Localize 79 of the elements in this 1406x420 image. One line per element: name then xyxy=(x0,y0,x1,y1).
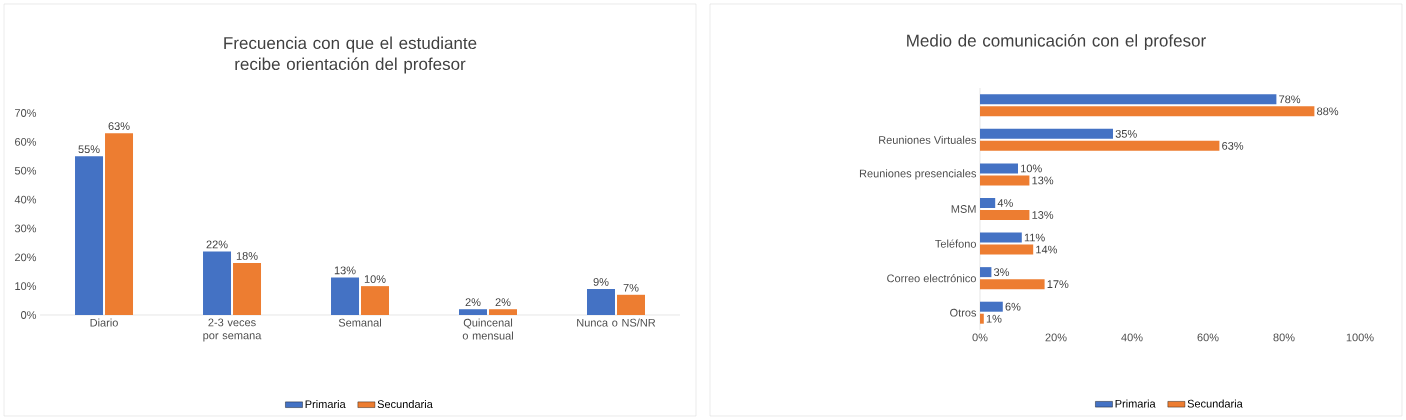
bar xyxy=(980,197,996,208)
bar xyxy=(980,94,1277,105)
y-tick-label: Reuniones Virtuales xyxy=(879,135,977,144)
y-tick-label: 10% xyxy=(15,282,37,291)
x-tick-label: 80% xyxy=(1273,333,1295,342)
data-label: 2% xyxy=(465,298,481,307)
data-label: 11% xyxy=(1024,233,1045,242)
bar xyxy=(980,279,1045,290)
data-label: 3% xyxy=(994,268,1010,277)
data-label: 22% xyxy=(206,240,228,249)
bar xyxy=(361,286,390,315)
x-tick-label: Diario xyxy=(90,318,118,327)
x-tick-label: 60% xyxy=(1197,333,1219,342)
bar xyxy=(459,309,488,315)
bar xyxy=(105,133,134,315)
x-tick-label: Quincenal o mensual xyxy=(462,318,513,340)
bar xyxy=(980,244,1034,255)
chart-title: Medio de comunicación con el profesor xyxy=(907,33,1206,51)
y-tick-label: 60% xyxy=(15,137,37,146)
data-label: 35% xyxy=(1115,129,1137,138)
data-label: 4% xyxy=(997,199,1013,207)
legend-label: Primaria xyxy=(1115,399,1156,408)
bar xyxy=(980,232,1022,243)
y-tick-label: 0% xyxy=(21,311,37,319)
data-label: 13% xyxy=(1032,211,1054,219)
bar xyxy=(980,163,1018,174)
bar xyxy=(980,209,1030,220)
x-tick-label: 20% xyxy=(1045,333,1067,342)
data-label: 10% xyxy=(1021,164,1042,173)
x-tick-label: 2-3 veces por semana xyxy=(203,318,262,342)
data-label: 14% xyxy=(1036,245,1058,254)
chart-title: Frecuencia con que el estudiante recibe orientación del profesor xyxy=(224,36,477,74)
y-tick-label: 40% xyxy=(14,195,37,204)
data-label: 88% xyxy=(1317,107,1339,116)
bar xyxy=(587,289,616,315)
bar xyxy=(980,128,1113,139)
data-label: 13% xyxy=(334,266,356,275)
bar xyxy=(980,267,992,278)
y-tick-label: MSM xyxy=(951,205,976,213)
data-label: 78% xyxy=(1279,95,1301,104)
data-label: 1% xyxy=(986,314,1002,323)
bar xyxy=(980,301,1003,312)
data-label: 2% xyxy=(495,298,511,307)
y-tick-label: Correo electrónico xyxy=(887,274,976,283)
data-label: 9% xyxy=(593,278,609,286)
y-tick-label: Reuniones presenciales xyxy=(859,169,977,180)
data-label: 55% xyxy=(78,145,100,154)
bar xyxy=(75,156,104,315)
data-label: 6% xyxy=(1005,302,1021,311)
data-label: 17% xyxy=(1047,280,1069,288)
x-tick-label: Nunca o NS/NR xyxy=(577,318,656,327)
data-label: 7% xyxy=(623,283,639,292)
bar xyxy=(980,140,1220,151)
bar xyxy=(233,263,262,315)
bar xyxy=(980,106,1315,117)
x-tick-label: 100% xyxy=(1346,333,1374,342)
x-tick-label: 40% xyxy=(1121,333,1143,342)
y-tick-label: 20% xyxy=(15,253,37,262)
y-tick-label: 50% xyxy=(14,166,37,175)
y-tick-label: 70% xyxy=(15,109,37,117)
data-label: 63% xyxy=(1222,141,1244,150)
x-tick-label: Semanal xyxy=(338,318,381,327)
bar xyxy=(331,277,360,315)
data-label: 63% xyxy=(108,122,130,130)
bar xyxy=(617,294,646,315)
data-label: 10% xyxy=(364,275,386,283)
x-tick-label: 0% xyxy=(972,333,988,342)
legend-label: Secundaria xyxy=(1187,399,1243,408)
bar xyxy=(203,251,232,315)
legend-label: Primaria xyxy=(305,399,346,409)
y-tick-label: Teléfono xyxy=(935,239,976,248)
bar xyxy=(980,313,984,324)
bar xyxy=(489,309,518,315)
y-tick-label: 30% xyxy=(14,224,37,233)
bar xyxy=(980,175,1030,186)
legend-label: Secundaria xyxy=(377,399,433,409)
y-tick-label: Otros xyxy=(950,308,977,317)
data-label: 18% xyxy=(236,252,258,260)
data-label: 13% xyxy=(1032,176,1054,185)
